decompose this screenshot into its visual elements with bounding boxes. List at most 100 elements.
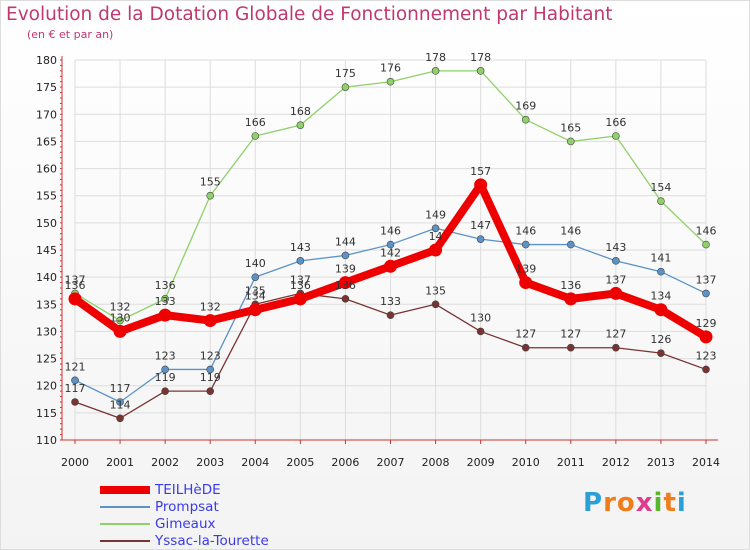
data-point xyxy=(113,324,127,338)
data-point xyxy=(429,243,443,257)
data-label: 129 xyxy=(696,317,717,330)
x-tick-label: 2000 xyxy=(61,456,89,469)
data-point xyxy=(203,314,217,328)
legend-swatch xyxy=(100,506,150,508)
x-tick-label: 2011 xyxy=(557,456,585,469)
y-tick-label: 140 xyxy=(36,271,57,284)
data-label: 176 xyxy=(380,62,401,75)
data-point xyxy=(476,67,485,75)
data-label: 178 xyxy=(470,51,491,64)
data-point xyxy=(206,387,215,395)
data-point xyxy=(702,240,710,249)
legend-label: Yssac-la-Tourette xyxy=(155,533,269,549)
data-point xyxy=(248,303,262,317)
x-tick-label: 2003 xyxy=(196,456,224,469)
data-label: 114 xyxy=(110,398,131,411)
data-point xyxy=(699,330,713,344)
data-label: 119 xyxy=(155,371,176,384)
data-point xyxy=(431,224,440,233)
logo-letter: i xyxy=(653,488,664,518)
data-label: 130 xyxy=(470,311,491,324)
data-label: 146 xyxy=(696,225,717,238)
y-tick-label: 125 xyxy=(36,353,57,366)
data-point xyxy=(566,137,575,146)
data-point xyxy=(476,235,485,243)
data-point xyxy=(341,83,350,91)
data-label: 127 xyxy=(605,328,626,341)
data-label: 136 xyxy=(65,279,86,292)
data-point xyxy=(161,387,169,395)
data-label: 143 xyxy=(290,241,311,254)
data-label: 139 xyxy=(335,263,356,276)
data-point xyxy=(521,240,530,249)
data-point xyxy=(521,343,530,352)
x-tick-label: 2009 xyxy=(467,456,495,469)
data-label: 137 xyxy=(696,273,717,286)
x-tick-label: 2010 xyxy=(512,456,540,469)
data-label: 147 xyxy=(470,219,491,232)
legend-swatch xyxy=(100,486,150,494)
y-tick-label: 165 xyxy=(36,135,57,148)
data-point xyxy=(612,132,620,140)
y-tick-label: 145 xyxy=(36,244,57,257)
data-point xyxy=(116,398,124,406)
data-point xyxy=(206,365,215,374)
y-tick-label: 170 xyxy=(36,108,57,121)
axes: 110 115 120 125 130 135 140 145 150 155 160 165 170 1… xyxy=(36,54,720,469)
data-point xyxy=(293,292,307,306)
data-point xyxy=(702,365,710,374)
data-point xyxy=(296,121,305,129)
data-label: 136 xyxy=(155,279,176,292)
data-point xyxy=(702,289,710,298)
chart-title: Evolution de la Dotation Globale de Fonc… xyxy=(6,4,613,25)
data-point xyxy=(612,257,620,265)
x-tick-label: 2014 xyxy=(692,456,720,469)
logo-letter: r xyxy=(603,488,617,518)
data-label: 157 xyxy=(470,165,491,178)
legend-swatch xyxy=(100,540,150,542)
data-label: 144 xyxy=(335,235,356,248)
data-label: 123 xyxy=(200,349,221,362)
data-label: 137 xyxy=(605,273,626,286)
data-label: 169 xyxy=(515,100,536,113)
data-label: 121 xyxy=(65,360,86,373)
data-label: 123 xyxy=(696,349,717,362)
y-tick-label: 130 xyxy=(36,325,57,338)
data-label: 143 xyxy=(605,241,626,254)
y-tick-label: 155 xyxy=(36,190,57,203)
legend-label: Gimeaux xyxy=(155,516,216,532)
logo-letter: P xyxy=(583,488,604,518)
data-label: 178 xyxy=(425,51,446,64)
data-label: 146 xyxy=(515,225,536,238)
data-point xyxy=(386,240,395,249)
data-label: 132 xyxy=(200,301,221,314)
data-point xyxy=(566,343,575,352)
data-point xyxy=(566,240,575,249)
y-tick-label: 110 xyxy=(36,434,57,447)
x-tick-label: 2004 xyxy=(241,456,269,469)
data-label: 142 xyxy=(380,246,401,259)
data-label: 132 xyxy=(110,301,131,314)
y-tick-label: 120 xyxy=(36,380,57,393)
data-label: 165 xyxy=(560,121,581,134)
data-point xyxy=(654,303,668,317)
data-label: 126 xyxy=(650,333,671,346)
y-tick-label: 115 xyxy=(36,407,57,420)
logo-letter: o xyxy=(616,488,636,518)
y-tick-label: 135 xyxy=(36,298,57,311)
legend-label: TEILHèDE xyxy=(155,482,221,498)
chart-subtitle: (en € et par an) xyxy=(27,28,114,41)
logo-letter: t xyxy=(663,488,677,518)
data-labels: 137 132 136 155 166 168 175 176 178 178 169 165 166 1… xyxy=(65,51,717,411)
data-point xyxy=(338,276,352,290)
data-point xyxy=(431,67,440,75)
data-label: 136 xyxy=(560,279,581,292)
data-label: 136 xyxy=(290,279,311,292)
data-label: 137 xyxy=(65,273,86,286)
data-label: 119 xyxy=(200,371,221,384)
data-point xyxy=(68,292,82,306)
data-point xyxy=(296,257,305,265)
data-label: 146 xyxy=(560,225,581,238)
proxiti-logo: Proxiti xyxy=(583,488,687,518)
